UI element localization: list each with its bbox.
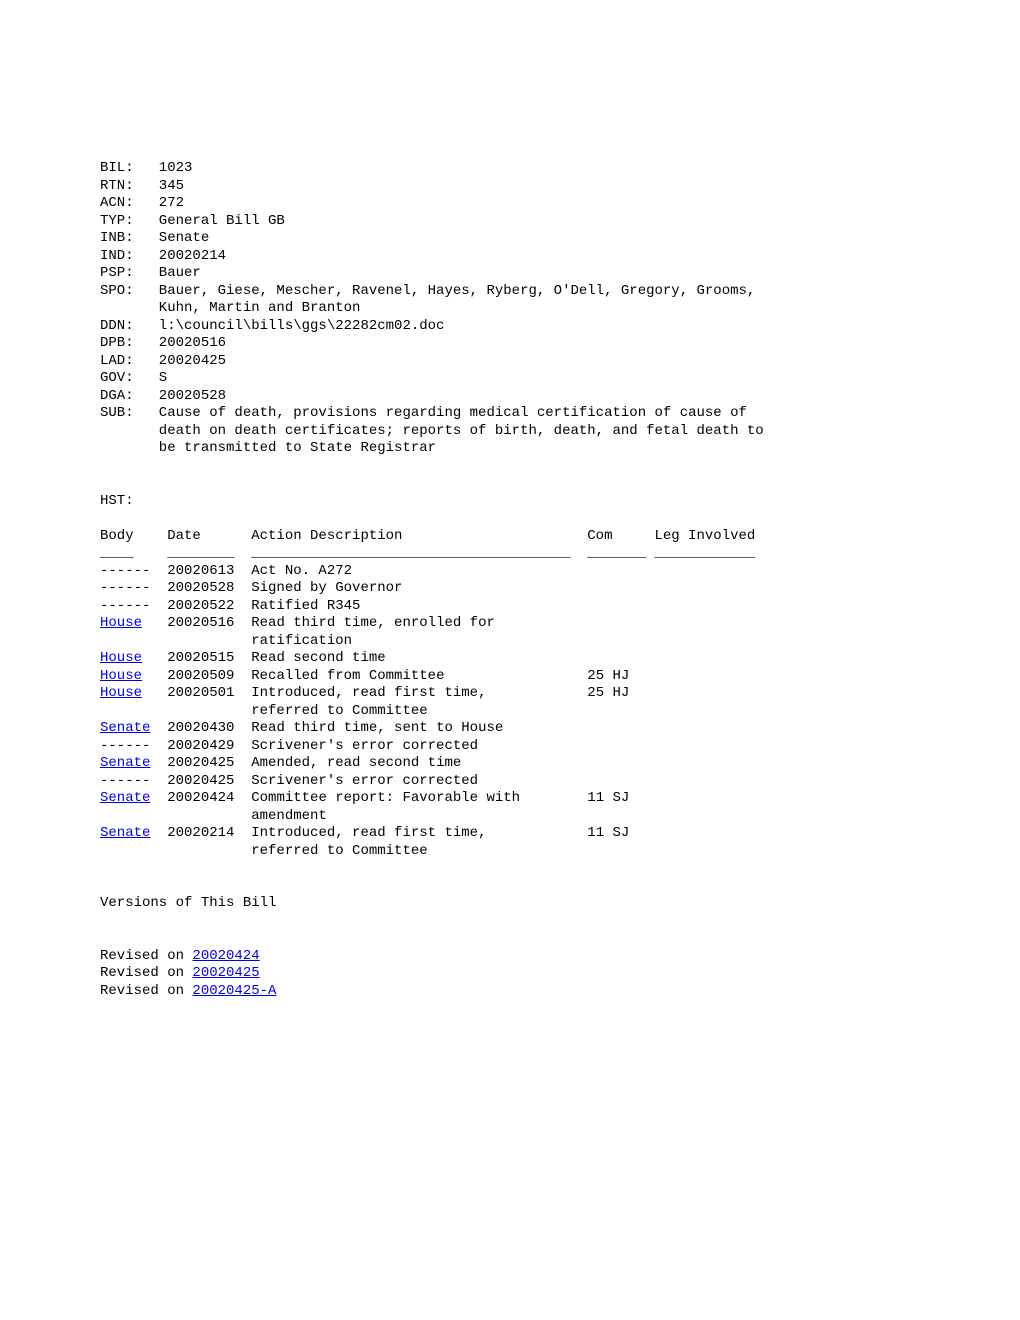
document-body: BIL: 1023 RTN: 345 ACN: 272 TYP: General… bbox=[100, 160, 764, 999]
body-link[interactable]: Senate bbox=[100, 790, 150, 806]
body-link[interactable]: Senate bbox=[100, 720, 150, 736]
body-link[interactable]: House bbox=[100, 668, 142, 684]
version-link[interactable]: 20020424 bbox=[192, 948, 259, 964]
body-link[interactable]: House bbox=[100, 650, 142, 666]
body-link[interactable]: House bbox=[100, 615, 142, 631]
version-link[interactable]: 20020425-A bbox=[192, 983, 276, 999]
body-link[interactable]: Senate bbox=[100, 755, 150, 771]
body-link[interactable]: Senate bbox=[100, 825, 150, 841]
version-link[interactable]: 20020425 bbox=[192, 965, 259, 981]
body-link[interactable]: House bbox=[100, 685, 142, 701]
